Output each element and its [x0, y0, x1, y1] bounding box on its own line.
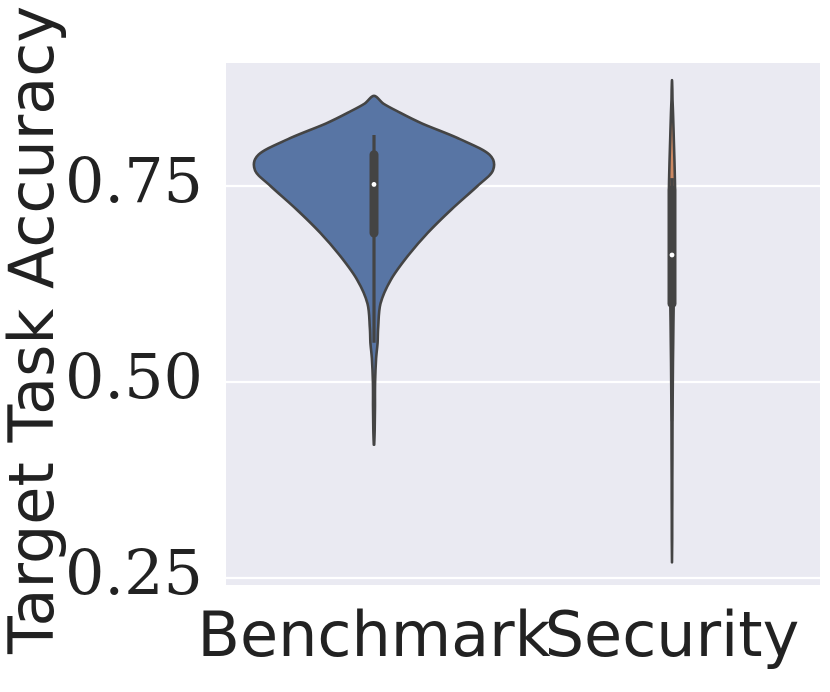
violin-security: [667, 78, 677, 564]
violin-benchmark: [252, 94, 496, 446]
y-axis-title: Target Task Accuracy: [0, 6, 68, 655]
violin-median-point: [669, 252, 675, 258]
y-tick-labels: 0.25 0.50 0.75: [65, 144, 203, 609]
x-category-label: Benchmark: [197, 598, 550, 671]
y-tick-label: 0.50: [65, 340, 203, 413]
y-tick-label: 0.25: [65, 536, 203, 609]
violins: [252, 78, 677, 564]
y-tick-label: 0.75: [65, 144, 203, 217]
violin-median-point: [371, 182, 377, 187]
x-category-label: Security: [545, 598, 800, 671]
